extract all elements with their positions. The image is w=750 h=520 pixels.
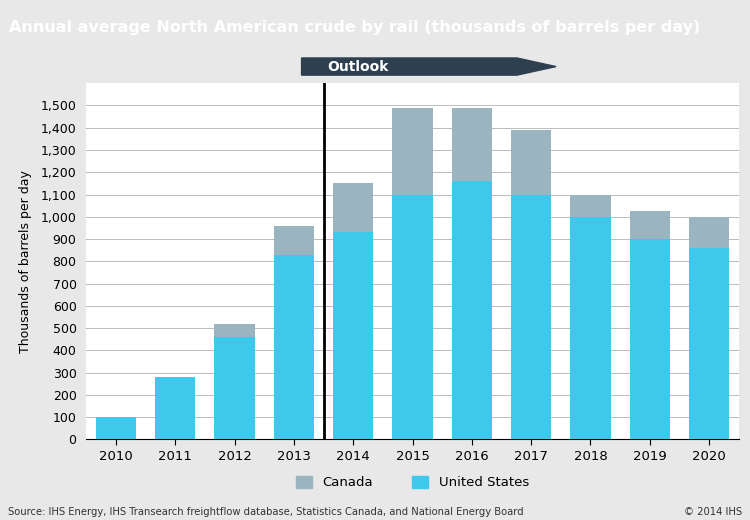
Bar: [570, 194, 610, 217]
Text: Annual average North American crude by rail (thousands of barrels per day): Annual average North American crude by r…: [9, 20, 700, 35]
Bar: [274, 226, 314, 255]
Text: © 2014 IHS: © 2014 IHS: [684, 508, 742, 517]
Bar: [689, 217, 729, 248]
Bar: [511, 194, 551, 439]
Bar: [333, 184, 374, 232]
Bar: [629, 239, 670, 439]
Bar: [570, 217, 610, 439]
Bar: [333, 232, 374, 439]
Bar: [452, 108, 492, 181]
Bar: [214, 323, 255, 337]
Legend: Canada, United States: Canada, United States: [290, 471, 535, 495]
Y-axis label: Thousands of barrels per day: Thousands of barrels per day: [20, 170, 32, 353]
Bar: [629, 211, 670, 239]
Bar: [392, 194, 433, 439]
Bar: [96, 417, 136, 439]
Text: Source: IHS Energy, IHS Transearch freightflow database, Statistics Canada, and : Source: IHS Energy, IHS Transearch freig…: [8, 508, 524, 517]
Bar: [274, 255, 314, 439]
Bar: [511, 130, 551, 194]
Text: Outlook: Outlook: [328, 60, 389, 73]
Bar: [689, 248, 729, 439]
FancyArrow shape: [302, 58, 556, 75]
Bar: [392, 108, 433, 194]
Bar: [155, 377, 196, 439]
Bar: [452, 181, 492, 439]
Bar: [214, 337, 255, 439]
